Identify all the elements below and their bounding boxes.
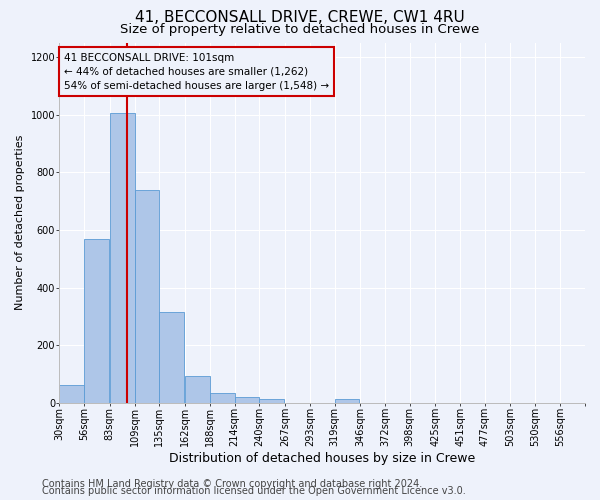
Y-axis label: Number of detached properties: Number of detached properties bbox=[15, 135, 25, 310]
Bar bbox=[84, 238, 109, 403]
Bar bbox=[160, 312, 184, 403]
Bar bbox=[259, 399, 284, 403]
Bar bbox=[185, 376, 210, 403]
X-axis label: Distribution of detached houses by size in Crewe: Distribution of detached houses by size … bbox=[169, 452, 475, 465]
Text: Contains HM Land Registry data © Crown copyright and database right 2024.: Contains HM Land Registry data © Crown c… bbox=[42, 479, 422, 489]
Bar bbox=[59, 385, 84, 403]
Bar bbox=[134, 190, 160, 403]
Bar bbox=[235, 396, 259, 403]
Text: 41 BECCONSALL DRIVE: 101sqm
← 44% of detached houses are smaller (1,262)
54% of : 41 BECCONSALL DRIVE: 101sqm ← 44% of det… bbox=[64, 52, 329, 90]
Text: 41, BECCONSALL DRIVE, CREWE, CW1 4RU: 41, BECCONSALL DRIVE, CREWE, CW1 4RU bbox=[135, 10, 465, 25]
Bar bbox=[210, 393, 235, 403]
Text: Size of property relative to detached houses in Crewe: Size of property relative to detached ho… bbox=[121, 22, 479, 36]
Bar bbox=[110, 113, 134, 403]
Bar bbox=[335, 398, 359, 403]
Text: Contains public sector information licensed under the Open Government Licence v3: Contains public sector information licen… bbox=[42, 486, 466, 496]
